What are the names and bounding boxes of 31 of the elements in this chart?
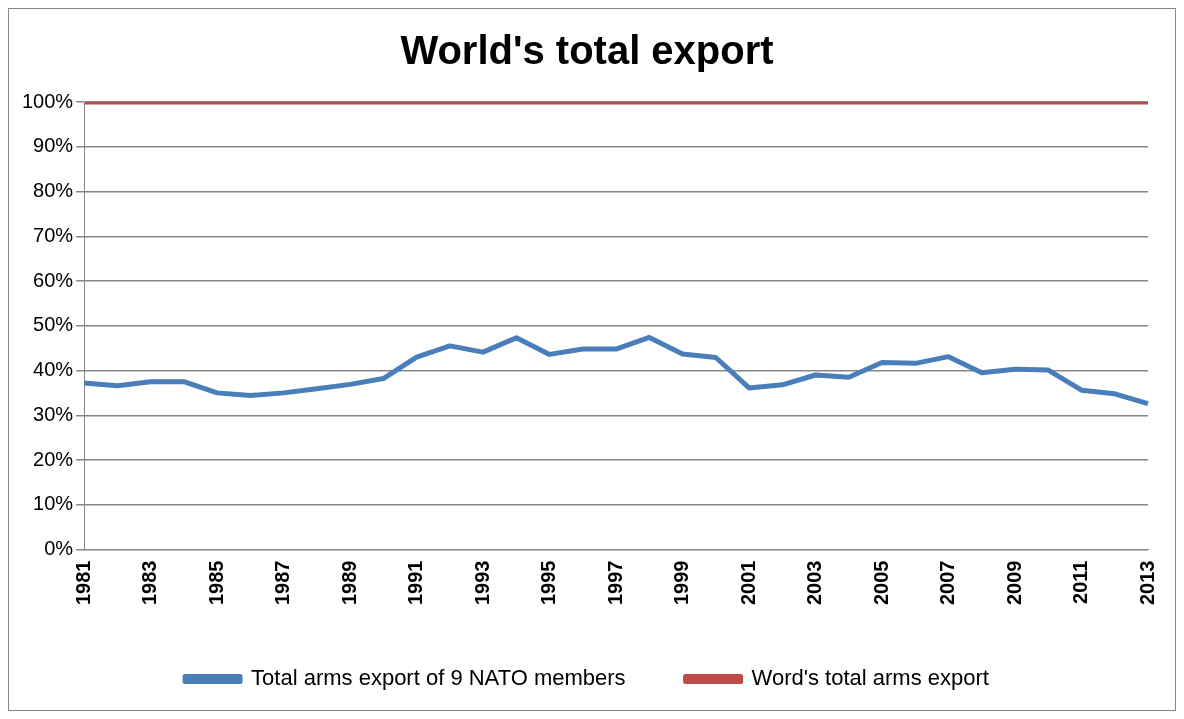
x-tick-label: 1987 bbox=[271, 560, 294, 606]
legend-label: Total arms export of 9 NATO members bbox=[251, 665, 626, 691]
x-tick-label: 1995 bbox=[537, 560, 560, 606]
y-tick-label: 80% bbox=[33, 179, 74, 202]
y-tick-label: 30% bbox=[33, 402, 74, 425]
x-tick-label: 2013 bbox=[1135, 560, 1158, 606]
legend-label: Word's total arms export bbox=[751, 665, 989, 691]
x-tick-label: 2005 bbox=[869, 560, 892, 606]
x-tick-label: 2007 bbox=[936, 560, 959, 606]
y-tick-label: 10% bbox=[33, 492, 74, 515]
x-tick-label: 2009 bbox=[1002, 560, 1025, 606]
x-tick-label: 1999 bbox=[670, 560, 693, 606]
x-tick-label: 2011 bbox=[1069, 560, 1092, 604]
x-tick-label: 1983 bbox=[138, 560, 161, 606]
y-tick-label: 40% bbox=[33, 358, 74, 381]
chart-title: World's total export bbox=[400, 28, 774, 73]
y-tick-label: 20% bbox=[33, 447, 74, 470]
y-tick-label: 50% bbox=[33, 313, 74, 336]
y-tick-label: 70% bbox=[33, 223, 74, 246]
x-tick-label: 2001 bbox=[736, 560, 759, 606]
y-tick-label: 100% bbox=[22, 89, 74, 112]
x-tick-label: 2003 bbox=[803, 560, 826, 606]
x-tick-label: 1985 bbox=[204, 560, 227, 606]
y-tick-label: 90% bbox=[33, 134, 74, 157]
x-tick-label: 1991 bbox=[404, 560, 427, 606]
x-tick-label: 1989 bbox=[337, 560, 360, 606]
x-tick-label: 1997 bbox=[603, 560, 626, 606]
y-tick-label: 60% bbox=[33, 268, 74, 291]
x-tick-label: 1993 bbox=[470, 560, 493, 606]
y-tick-label: 0% bbox=[44, 537, 74, 560]
x-tick-label: 1981 bbox=[71, 560, 94, 606]
